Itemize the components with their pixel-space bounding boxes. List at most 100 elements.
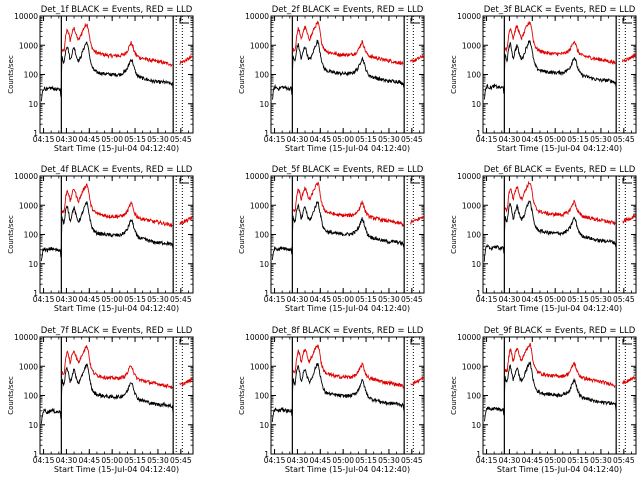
x-tick-label: 05:15: [124, 135, 146, 144]
x-tick-label: 05:30: [378, 135, 400, 144]
y-axis-label: Counts/sec: [7, 376, 15, 415]
x-tick-label: 05:30: [147, 295, 169, 304]
y-tick-label: 100: [255, 71, 270, 80]
y-tick-label: 1000: [250, 201, 269, 210]
panel-title: Det_7f BLACK = Events, RED = LLD: [41, 326, 193, 336]
detector-panel-5: Det_5f BLACK = Events, RED = LLD 1 10 100 10…: [238, 165, 425, 313]
y-tick-label: 1: [476, 289, 481, 298]
x-tick-label: 05:30: [378, 456, 400, 465]
x-tick-label: 04:45: [78, 456, 100, 465]
y-tick-label: 10: [259, 421, 269, 430]
x-tick-label: 04:45: [521, 456, 543, 465]
x-tick-label: 04:15: [264, 135, 286, 144]
x-axis-label: Start Time (15-Jul-04 04:12:40): [285, 304, 410, 313]
y-tick-label: 10: [28, 421, 38, 430]
events-series-line: [271, 200, 405, 261]
y-tick-label: 100: [255, 231, 270, 240]
x-tick-label: 05:45: [170, 135, 192, 144]
x-tick-label: 05:00: [332, 456, 354, 465]
corner-bracket-icon: [179, 339, 189, 345]
x-tick-label: 05:45: [170, 456, 192, 465]
y-tick-label: 10: [471, 100, 481, 109]
x-tick-label: 04:45: [309, 456, 331, 465]
y-tick-label: 1: [33, 289, 38, 298]
y-tick-label: 1000: [19, 362, 38, 371]
x-axis-label: Start Time (15-Jul-04 04:12:40): [54, 144, 179, 153]
y-tick-label: 10000: [245, 333, 269, 342]
x-tick-label: 04:45: [78, 135, 100, 144]
x-tick-label: 04:45: [521, 135, 543, 144]
x-tick-label: 04:15: [33, 295, 55, 304]
x-tick-label: 05:30: [590, 295, 612, 304]
events-series-line: [483, 40, 617, 100]
y-tick-label: 1: [476, 450, 481, 459]
y-tick-label: 10000: [245, 12, 269, 21]
x-tick-label: 05:45: [170, 295, 192, 304]
x-tick-label: 04:45: [309, 135, 331, 144]
x-tick-label: 04:30: [287, 295, 309, 304]
lld-series-line: [504, 21, 636, 66]
x-tick-label: 04:15: [476, 295, 498, 304]
y-tick-label: 100: [255, 392, 270, 401]
x-tick-label: 04:45: [78, 295, 100, 304]
y-axis-label: Counts/sec: [7, 55, 15, 94]
panel-title: Det_5f BLACK = Events, RED = LLD: [272, 165, 424, 175]
x-axis-label: Start Time (15-Jul-04 04:12:40): [497, 465, 622, 474]
detector-panel-7: Det_7f BLACK = Events, RED = LLD 1 10 100 10…: [7, 326, 194, 474]
y-tick-label: 100: [24, 231, 39, 240]
events-series-line: [40, 41, 174, 102]
x-tick-label: 05:45: [401, 456, 423, 465]
panel-title: Det_3f BLACK = Events, RED = LLD: [484, 5, 636, 15]
y-tick-label: 10: [259, 100, 269, 109]
x-tick-label: 05:45: [401, 295, 423, 304]
detector-panel-4: Det_4f BLACK = Events, RED = LLD 1 10 100 10…: [7, 165, 194, 313]
detector-panel-2: Det_2f BLACK = Events, RED = LLD 1 10 100 10…: [238, 5, 425, 153]
x-tick-label: 05:00: [101, 456, 123, 465]
x-tick-label: 04:15: [476, 135, 498, 144]
x-tick-label: 05:15: [355, 135, 377, 144]
x-tick-label: 04:30: [287, 135, 309, 144]
x-axis-label: Start Time (15-Jul-04 04:12:40): [497, 144, 622, 153]
lld-series-line: [504, 180, 636, 226]
events-series-line: [40, 363, 174, 424]
y-tick-label: 1: [264, 289, 269, 298]
y-tick-label: 1000: [250, 362, 269, 371]
x-tick-label: 04:45: [521, 295, 543, 304]
plot-frame: [270, 175, 425, 294]
x-tick-label: 05:15: [124, 456, 146, 465]
x-tick-label: 04:45: [309, 295, 331, 304]
x-tick-label: 05:45: [401, 135, 423, 144]
x-tick-label: 05:00: [544, 135, 566, 144]
y-tick-label: 10000: [14, 12, 38, 21]
detector-panel-1: Det_1f BLACK = Events, RED = LLD 1 10 100 10…: [7, 5, 194, 153]
panel-title: Det_1f BLACK = Events, RED = LLD: [41, 5, 193, 15]
events-series-line: [271, 39, 405, 100]
y-axis-label: Counts/sec: [238, 55, 246, 94]
events-series-line: [271, 362, 405, 423]
detector-panel-8: Det_8f BLACK = Events, RED = LLD 1 10 100 10…: [238, 326, 425, 474]
y-tick-label: 10000: [14, 333, 38, 342]
y-tick-label: 1: [476, 129, 481, 138]
y-tick-label: 1000: [19, 201, 38, 210]
x-tick-label: 04:30: [499, 456, 521, 465]
events-series-line: [483, 200, 617, 262]
panel-title: Det_8f BLACK = Events, RED = LLD: [272, 326, 424, 336]
y-tick-label: 10000: [245, 172, 269, 181]
lld-series-line: [292, 344, 424, 389]
x-tick-label: 05:45: [613, 135, 635, 144]
x-tick-label: 04:15: [264, 456, 286, 465]
y-tick-label: 100: [24, 71, 39, 80]
corner-bracket-icon: [410, 339, 420, 345]
lld-series-line: [292, 181, 424, 227]
corner-bracket-icon: [410, 18, 420, 24]
x-tick-label: 05:30: [147, 135, 169, 144]
y-tick-label: 100: [467, 392, 482, 401]
y-axis-label: Counts/sec: [238, 376, 246, 415]
lld-series-line: [61, 22, 193, 68]
x-tick-label: 05:30: [378, 295, 400, 304]
detector-panel-9: Det_9f BLACK = Events, RED = LLD 1 10 100 10…: [450, 326, 637, 474]
x-axis-label: Start Time (15-Jul-04 04:12:40): [285, 465, 410, 474]
corner-bracket-icon: [622, 18, 632, 24]
x-tick-label: 05:00: [332, 135, 354, 144]
panel-title: Det_6f BLACK = Events, RED = LLD: [484, 165, 636, 175]
